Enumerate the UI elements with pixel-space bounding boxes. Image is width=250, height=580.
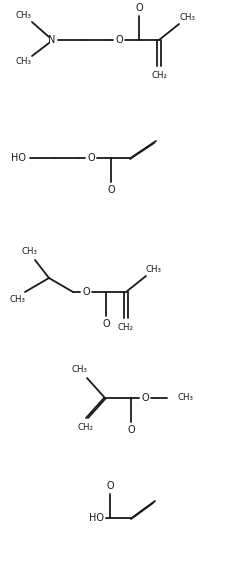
Text: O: O [135, 3, 143, 13]
Text: CH₃: CH₃ [9, 295, 25, 305]
Text: O: O [107, 185, 115, 195]
Text: CH₃: CH₃ [16, 57, 32, 67]
Text: CH₂: CH₂ [118, 322, 134, 332]
Text: CH₂: CH₂ [77, 422, 93, 432]
Text: HO: HO [88, 513, 104, 523]
Text: CH₂: CH₂ [151, 71, 167, 79]
Text: O: O [127, 425, 135, 435]
Text: CH₃: CH₃ [71, 365, 87, 375]
Text: O: O [106, 481, 114, 491]
Text: CH₃: CH₃ [179, 13, 195, 23]
Text: O: O [87, 153, 95, 163]
Text: CH₃: CH₃ [146, 266, 162, 274]
Text: O: O [82, 287, 90, 297]
Text: O: O [141, 393, 149, 403]
Text: CH₃: CH₃ [177, 393, 193, 403]
Text: HO: HO [10, 153, 26, 163]
Text: CH₃: CH₃ [16, 12, 32, 20]
Text: CH₃: CH₃ [21, 248, 37, 256]
Text: N: N [48, 35, 56, 45]
Text: O: O [115, 35, 123, 45]
Text: O: O [102, 319, 110, 329]
